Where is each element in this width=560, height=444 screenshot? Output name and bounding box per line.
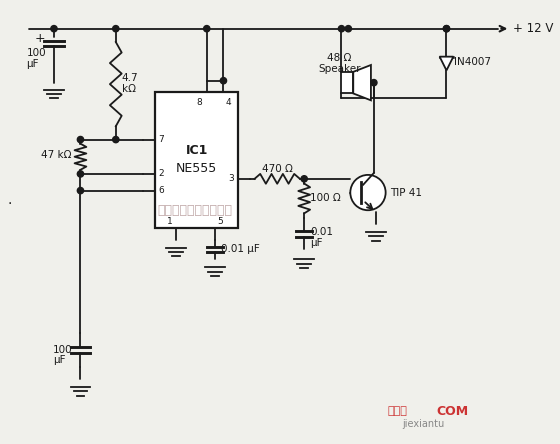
- Text: jiexiantu: jiexiantu: [402, 419, 445, 429]
- Text: μF: μF: [53, 355, 66, 365]
- Circle shape: [204, 26, 210, 32]
- Text: 3: 3: [229, 174, 235, 183]
- Text: 47 kΩ: 47 kΩ: [41, 150, 72, 160]
- Circle shape: [345, 26, 352, 32]
- Text: 4: 4: [225, 98, 231, 107]
- Text: 1: 1: [167, 217, 173, 226]
- Text: 100 Ω: 100 Ω: [310, 194, 341, 203]
- Text: 100: 100: [53, 345, 73, 355]
- Text: NE555: NE555: [176, 162, 217, 174]
- Text: 48 Ω: 48 Ω: [328, 53, 352, 63]
- Circle shape: [371, 79, 377, 86]
- Text: μF: μF: [26, 59, 39, 69]
- Text: + 12 V: + 12 V: [513, 22, 554, 35]
- Circle shape: [77, 187, 83, 194]
- Text: Speaker: Speaker: [318, 64, 361, 74]
- Circle shape: [220, 78, 227, 84]
- Polygon shape: [353, 65, 371, 100]
- Text: 6: 6: [158, 186, 164, 195]
- Bar: [155, 92, 239, 228]
- Circle shape: [444, 26, 450, 32]
- Text: IN4007: IN4007: [454, 56, 491, 67]
- Polygon shape: [440, 57, 454, 71]
- Text: μF: μF: [310, 238, 323, 248]
- Circle shape: [51, 26, 57, 32]
- Circle shape: [338, 26, 344, 32]
- Text: 0.01 μF: 0.01 μF: [221, 245, 260, 254]
- Text: 5: 5: [217, 217, 223, 226]
- Circle shape: [113, 26, 119, 32]
- Circle shape: [351, 175, 386, 210]
- Text: 8: 8: [196, 98, 202, 107]
- Circle shape: [444, 26, 450, 32]
- Circle shape: [77, 171, 83, 177]
- Text: 接线图: 接线图: [388, 406, 408, 416]
- Text: 2: 2: [158, 170, 164, 178]
- Circle shape: [77, 136, 83, 143]
- Text: +: +: [35, 32, 45, 45]
- Text: 0.01: 0.01: [310, 227, 333, 237]
- Circle shape: [301, 176, 307, 182]
- Text: kΩ: kΩ: [122, 84, 136, 94]
- Text: 7: 7: [158, 135, 164, 144]
- Bar: [342, 72, 353, 93]
- Text: COM: COM: [437, 405, 469, 418]
- Text: TIP 41: TIP 41: [390, 187, 422, 198]
- Text: 470 Ω: 470 Ω: [262, 164, 293, 174]
- Circle shape: [113, 136, 119, 143]
- Text: 4.7: 4.7: [122, 73, 138, 83]
- Text: 杭州将睿科技有限公司: 杭州将睿科技有限公司: [157, 204, 232, 217]
- Text: 100: 100: [26, 48, 46, 58]
- Text: .: .: [8, 194, 12, 207]
- Text: IC1: IC1: [185, 144, 208, 157]
